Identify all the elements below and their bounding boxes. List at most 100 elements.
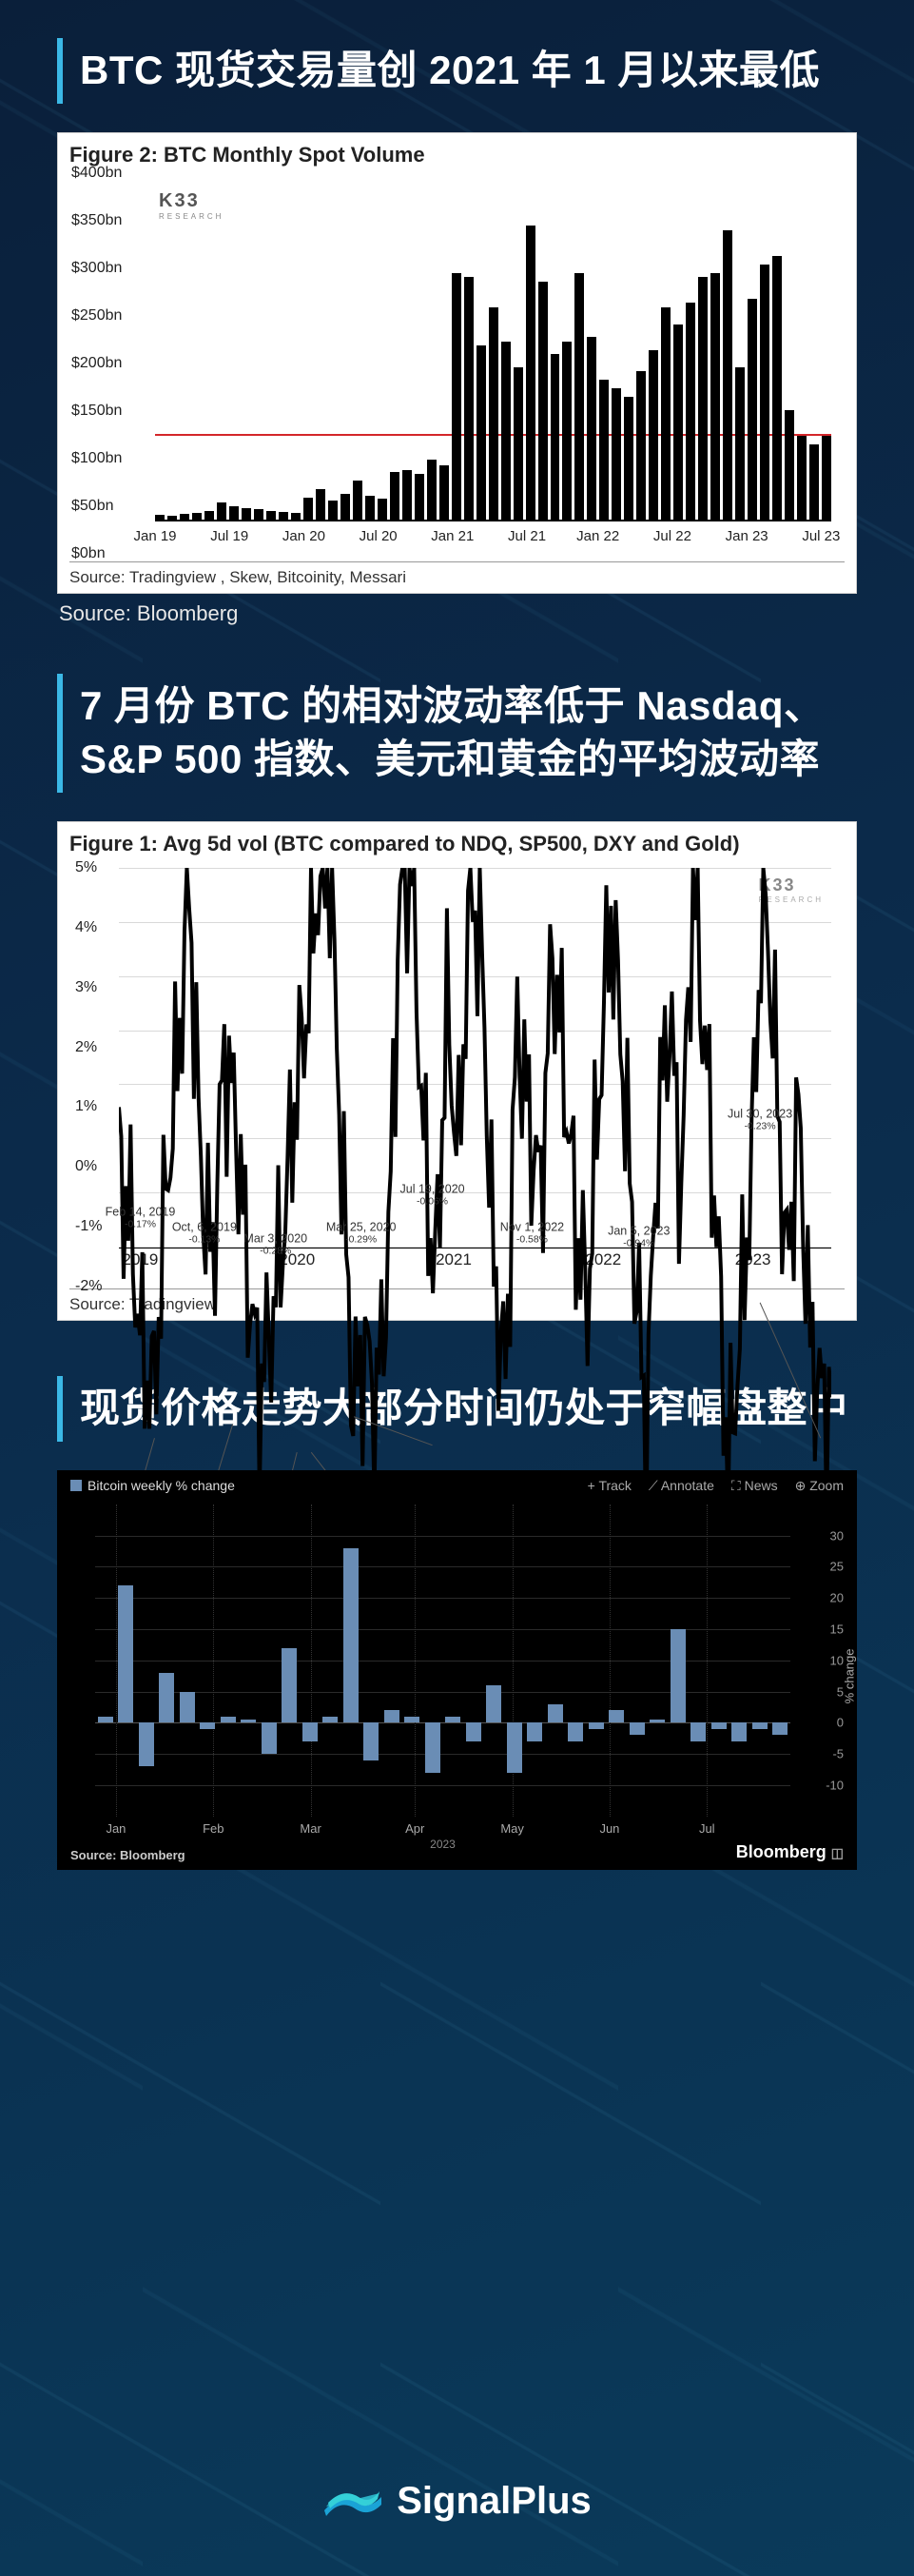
footer-brand: SignalPlus <box>397 2480 592 2523</box>
chart3-bar <box>425 1722 440 1772</box>
chart3-bar <box>445 1717 460 1723</box>
chart1-xlabel: Jul 19 <box>210 528 248 544</box>
chart3-bar <box>118 1585 133 1722</box>
chart3-bar <box>752 1722 768 1729</box>
chart3-toolbar[interactable]: + Track ⟋ Annotate ⛶ News ⊕ Zoom <box>588 1478 844 1494</box>
chart1-bar <box>427 460 437 521</box>
chart1-bar <box>797 436 807 521</box>
chart2-ylabel: 1% <box>75 1098 97 1115</box>
chart1-bar <box>402 470 412 521</box>
chart1-bar <box>439 465 449 521</box>
chart3-bar <box>486 1685 501 1722</box>
chart1-bar <box>266 511 276 521</box>
section2-title: 7 月份 BTC 的相对波动率低于 Nasdaq、S&P 500 指数、美元和黄… <box>57 674 857 793</box>
chart1-xlabel: Jan 20 <box>282 528 325 544</box>
footer: SignalPlus <box>0 2478 914 2528</box>
chart2-annotation: Mar 25, 2020-0.29% <box>326 1222 397 1246</box>
chart1-bar <box>698 277 708 521</box>
outer-source-1: Source: Bloomberg <box>59 601 857 626</box>
chart1-bar <box>452 273 461 521</box>
chart3-bar <box>139 1722 154 1766</box>
chart3-bar <box>589 1722 604 1729</box>
chart3-bar <box>568 1722 583 1741</box>
chart3-bar <box>322 1717 338 1723</box>
figure1-title: Figure 2: BTC Monthly Spot Volume <box>69 143 845 167</box>
chart3-bar <box>262 1722 277 1754</box>
chart1-bar <box>748 299 757 521</box>
chart1-bar <box>340 494 350 521</box>
chart1-ylabel: $200bn <box>71 355 122 372</box>
chart1-bar <box>180 514 189 521</box>
chart1-bar <box>390 472 399 521</box>
chart1-bar <box>514 367 523 521</box>
chart1-bar <box>624 397 633 521</box>
chart3-legend: Bitcoin weekly % change <box>70 1478 235 1493</box>
chart2-annotation: Jul 30, 2023-0.23% <box>728 1108 792 1131</box>
bloomberg-brand: Bloomberg ◫ <box>736 1842 844 1862</box>
chart2-annotation: Jul 19, 2020-0.06% <box>399 1184 464 1208</box>
chart3-ylabel: 30 <box>830 1528 844 1543</box>
chart3-tool[interactable]: ⊕ Zoom <box>795 1478 844 1494</box>
chart3-year: 2023 <box>430 1838 456 1851</box>
chart2-annotation: Oct, 6, 2019-0.13% <box>172 1222 237 1246</box>
chart2: K33RESEARCH 20192020202120222023Feb 14, … <box>69 862 845 1281</box>
chart2-annotation: Mar 3, 2020-0.28% <box>243 1233 307 1257</box>
chart1-bar <box>489 307 498 521</box>
signalplus-icon <box>322 2478 383 2524</box>
chart1-bar <box>673 324 683 521</box>
chart1-xlabel: Jan 21 <box>431 528 474 544</box>
chart1-ylabel: $300bn <box>71 260 122 277</box>
chart1-bar <box>291 513 301 521</box>
chart1-bar <box>574 273 584 521</box>
chart3-bar <box>241 1720 256 1722</box>
chart3-ylabel: 25 <box>830 1560 844 1574</box>
chart2-annotation: Nov 1, 2022-0.58% <box>500 1222 564 1246</box>
chart3-bar <box>466 1722 481 1741</box>
chart3-yaxis-title: % change <box>843 1648 857 1703</box>
chart3-tool[interactable]: ⟋ Annotate <box>649 1478 714 1494</box>
chart3-xlabel: Jul <box>699 1821 715 1836</box>
chart1-ylabel: $50bn <box>71 498 114 515</box>
chart1-bar <box>809 444 819 521</box>
chart3-bar <box>650 1720 665 1722</box>
chart1-bar <box>636 371 646 521</box>
chart1-bar <box>192 513 202 521</box>
chart3-bar <box>282 1648 297 1723</box>
chart1-ylabel: $250bn <box>71 307 122 324</box>
section1-title: BTC 现货交易量创 2021 年 1 月以来最低 <box>57 38 857 104</box>
chart3-ylabel: -5 <box>832 1747 844 1761</box>
chart2-annotation: Feb 14, 2019-0.17% <box>106 1207 176 1230</box>
chart3-bar <box>302 1722 318 1741</box>
chart1-bar <box>204 511 214 521</box>
chart3-tool[interactable]: ⛶ News <box>731 1478 778 1494</box>
chart1-bar <box>378 499 387 521</box>
chart1-bar <box>612 388 621 521</box>
chart1-bar <box>562 342 572 521</box>
chart1-bar <box>649 350 658 521</box>
chart3-bar <box>548 1704 563 1723</box>
chart1-bar <box>599 380 609 521</box>
chart1-bar <box>538 282 548 521</box>
chart1-bar <box>661 307 671 521</box>
chart3-xlabel: Feb <box>203 1821 224 1836</box>
chart1-bar <box>242 508 251 521</box>
chart3-bar <box>527 1722 542 1741</box>
chart1: K33RESEARCH Jan 19Jul 19Jan 20Jul 20Jan … <box>69 173 845 554</box>
chart1-ylabel: $150bn <box>71 403 122 420</box>
chart1-xlabel: Jul 22 <box>653 528 691 544</box>
chart1-bar <box>526 226 535 521</box>
chart2-ylabel: 3% <box>75 979 97 996</box>
chart2-ylabel: 4% <box>75 919 97 936</box>
chart3-ylabel: 0 <box>837 1716 844 1730</box>
chart3-tool[interactable]: + Track <box>588 1478 632 1494</box>
chart1-bar <box>279 512 288 521</box>
chart1-xlabel: Jan 23 <box>726 528 768 544</box>
chart2-ylabel: -1% <box>75 1218 102 1235</box>
chart2-annotation: Jan 5, 2023-0.94% <box>608 1226 670 1249</box>
chart1-xlabel: Jul 20 <box>360 528 398 544</box>
chart3: Bitcoin weekly % change + Track ⟋ Annotat… <box>57 1470 857 1870</box>
chart3-bar <box>200 1722 215 1729</box>
chart3-xlabel: Jan <box>106 1821 126 1836</box>
chart1-bar <box>587 337 596 521</box>
chart1-bar <box>723 230 732 521</box>
